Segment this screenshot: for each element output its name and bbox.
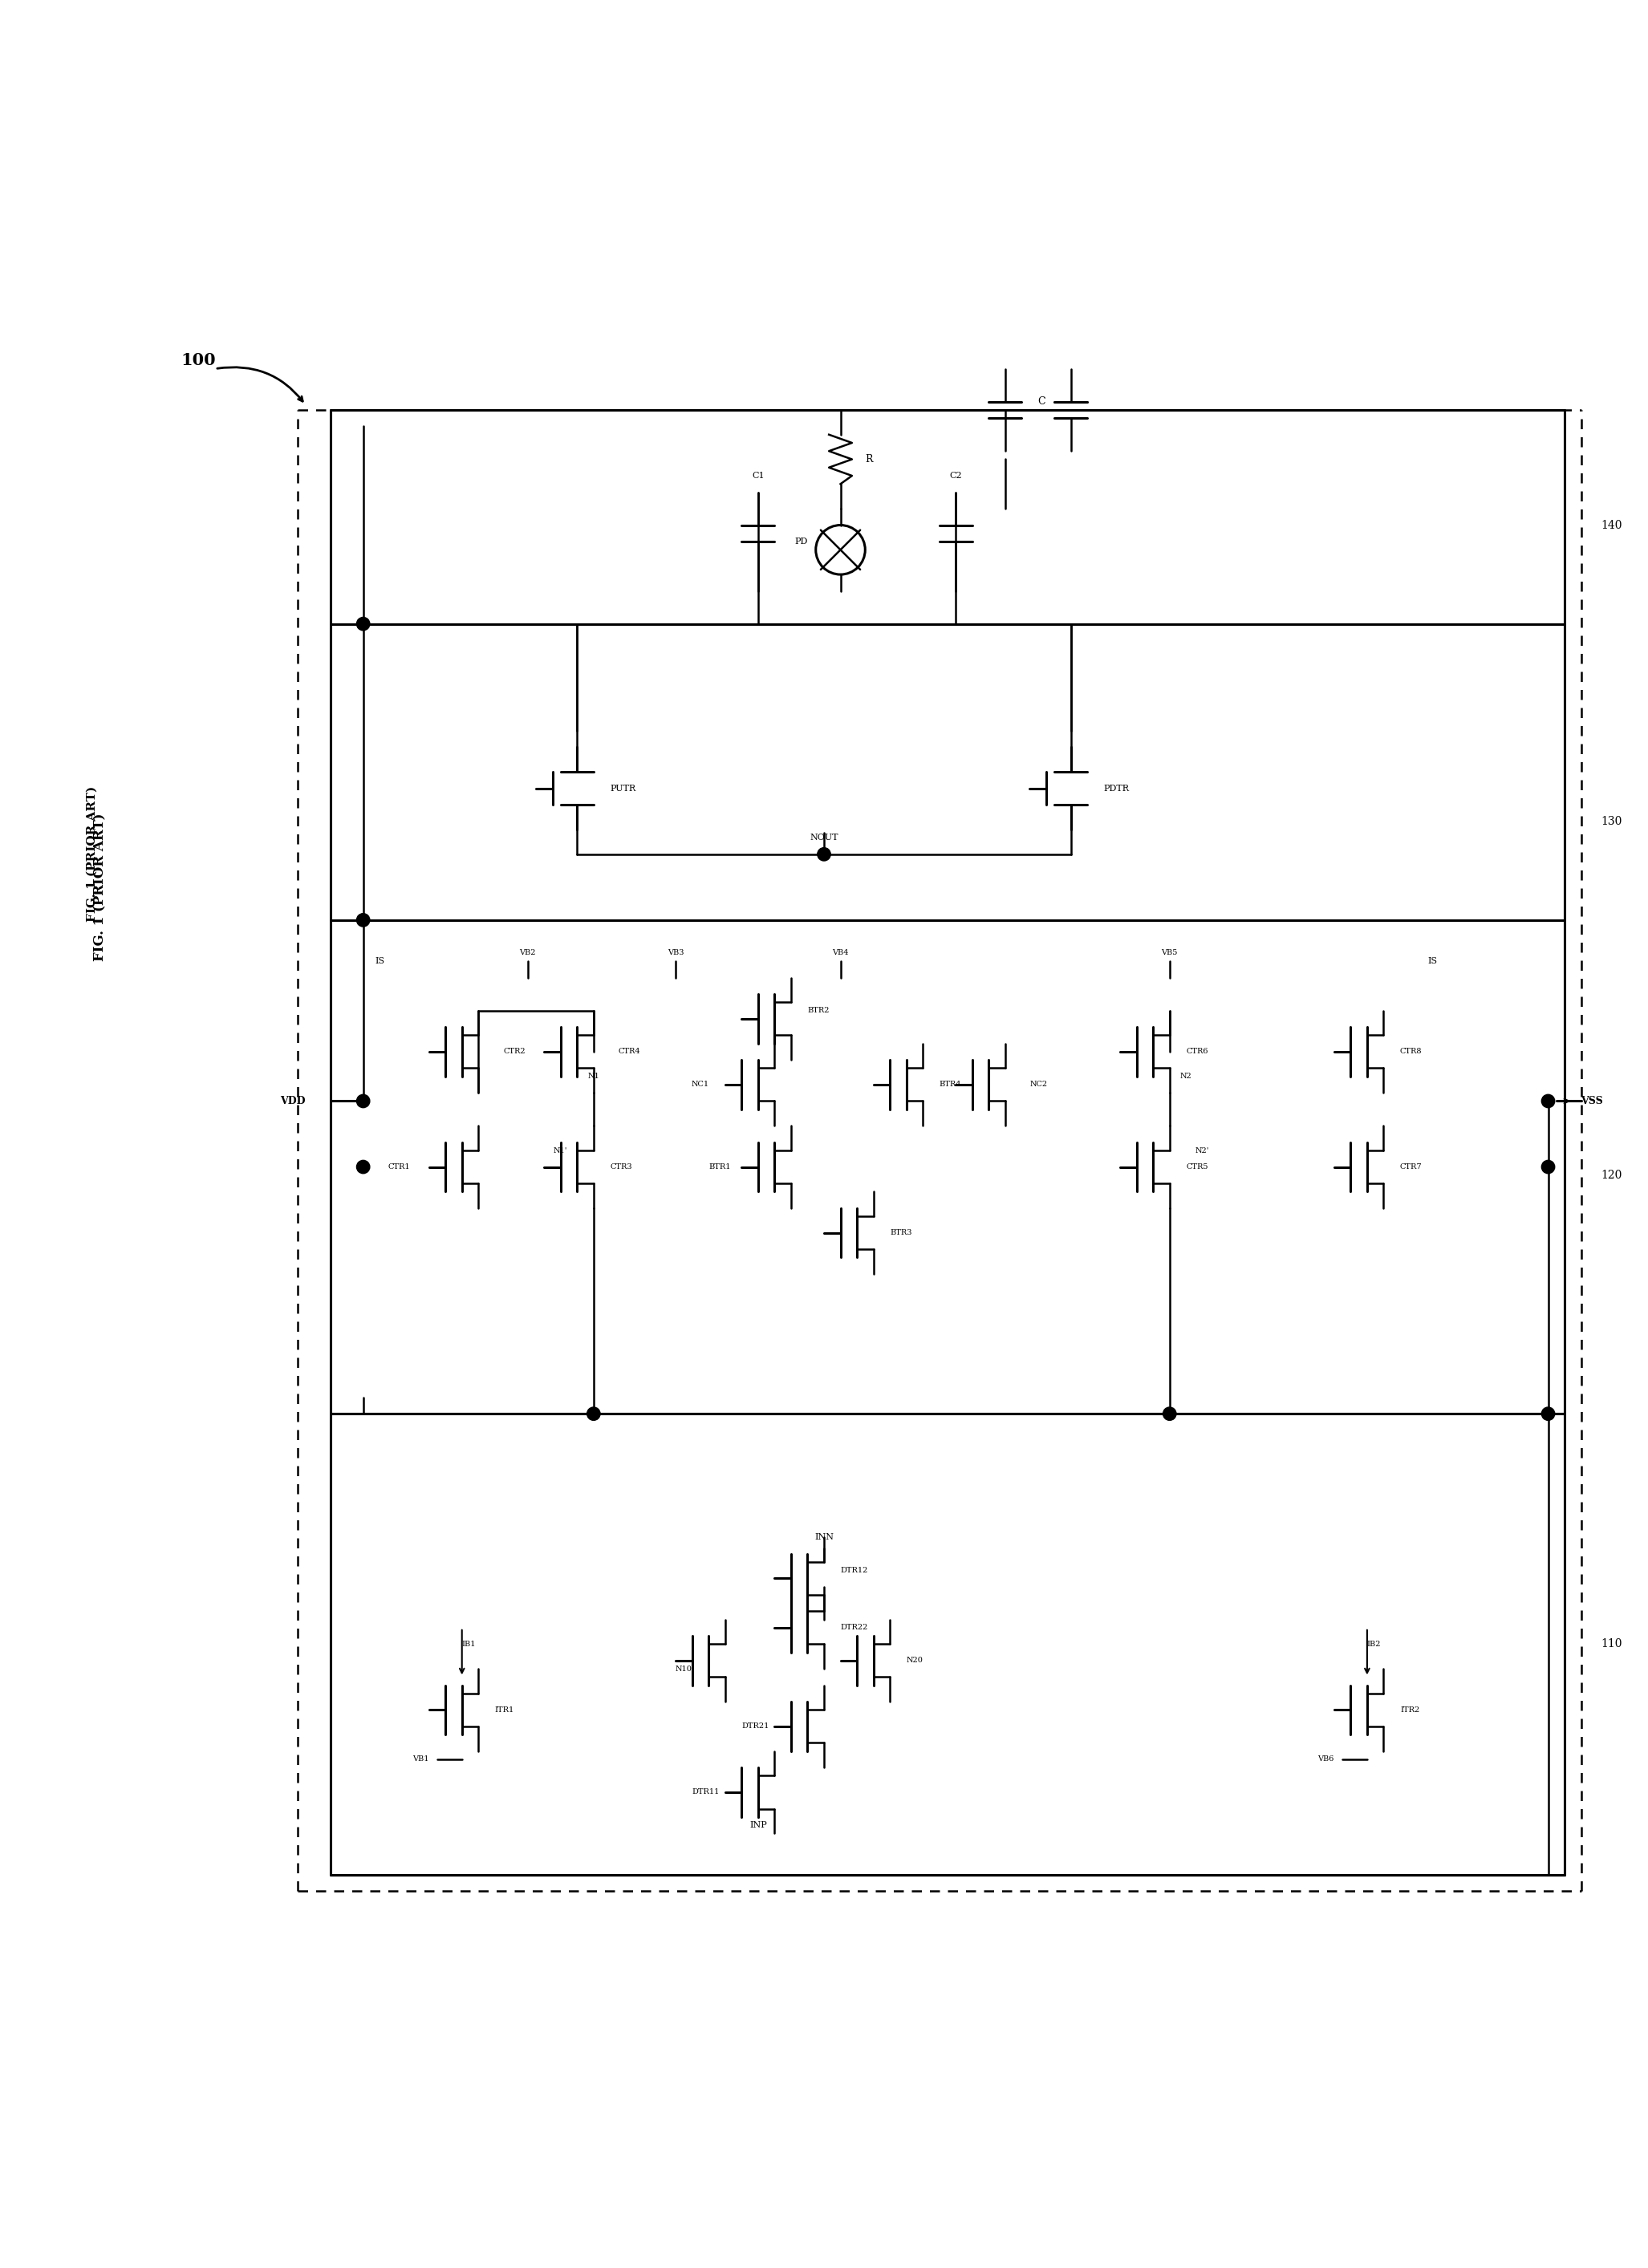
Text: VDD: VDD <box>280 1095 305 1107</box>
Circle shape <box>356 914 369 928</box>
Text: VB4: VB4 <box>832 950 849 957</box>
Text: DTR21: DTR21 <box>742 1724 770 1730</box>
Text: BTR3: BTR3 <box>890 1229 911 1236</box>
Text: BTR2: BTR2 <box>808 1007 829 1014</box>
Text: CTR1: CTR1 <box>387 1163 410 1170</box>
Text: DTR12: DTR12 <box>840 1567 868 1574</box>
Text: CTR5: CTR5 <box>1187 1163 1208 1170</box>
Text: IS: IS <box>1429 957 1437 966</box>
Text: CTR6: CTR6 <box>1187 1048 1208 1055</box>
Text: C: C <box>1038 397 1046 406</box>
Text: ITR2: ITR2 <box>1401 1706 1419 1715</box>
Text: PD: PD <box>794 538 808 547</box>
Text: R: R <box>865 454 873 465</box>
Text: 100: 100 <box>181 352 216 370</box>
Text: VB2: VB2 <box>519 950 536 957</box>
Text: INN: INN <box>814 1533 834 1542</box>
Circle shape <box>356 617 369 631</box>
Text: IS: IS <box>374 957 384 966</box>
Text: 120: 120 <box>1602 1170 1622 1182</box>
Text: VB1: VB1 <box>412 1755 428 1762</box>
Text: 130: 130 <box>1602 816 1622 828</box>
Text: DTR22: DTR22 <box>840 1624 868 1631</box>
Text: N1: N1 <box>588 1073 600 1080</box>
Text: 140: 140 <box>1600 519 1622 531</box>
Text: C1: C1 <box>751 472 765 481</box>
Text: FIG. 1 (PRIOR ART): FIG. 1 (PRIOR ART) <box>92 814 107 962</box>
Text: CTR3: CTR3 <box>610 1163 633 1170</box>
Text: N20: N20 <box>906 1658 923 1665</box>
Text: ITR1: ITR1 <box>494 1706 514 1715</box>
Text: VB5: VB5 <box>1162 950 1178 957</box>
Text: C2: C2 <box>949 472 962 481</box>
Circle shape <box>817 848 831 862</box>
Text: IB2: IB2 <box>1368 1640 1381 1649</box>
Text: N2': N2' <box>1195 1148 1210 1154</box>
Text: NC1: NC1 <box>691 1082 709 1089</box>
Text: CTR2: CTR2 <box>503 1048 526 1055</box>
Circle shape <box>1163 1406 1177 1420</box>
Text: CTR7: CTR7 <box>1401 1163 1422 1170</box>
Circle shape <box>587 1406 600 1420</box>
Circle shape <box>1541 1406 1554 1420</box>
Text: NC2: NC2 <box>1030 1082 1048 1089</box>
Circle shape <box>1541 1095 1554 1107</box>
Text: VB6: VB6 <box>1318 1755 1335 1762</box>
Text: CTR4: CTR4 <box>618 1048 641 1055</box>
Text: VSS: VSS <box>1580 1095 1604 1107</box>
Text: N1': N1' <box>554 1148 567 1154</box>
Text: 110: 110 <box>1600 1637 1622 1649</box>
Text: PUTR: PUTR <box>610 785 636 792</box>
Text: INP: INP <box>750 1821 766 1830</box>
Text: FIG. 1 (PRIOR ART): FIG. 1 (PRIOR ART) <box>86 787 97 923</box>
Text: N10: N10 <box>676 1665 692 1672</box>
Circle shape <box>1541 1161 1554 1173</box>
Text: BTR4: BTR4 <box>939 1082 961 1089</box>
Text: NOUT: NOUT <box>809 835 839 841</box>
Text: N2: N2 <box>1180 1073 1192 1080</box>
Circle shape <box>356 1095 369 1107</box>
Circle shape <box>356 1161 369 1173</box>
Text: PDTR: PDTR <box>1104 785 1129 792</box>
Text: DTR11: DTR11 <box>692 1789 720 1796</box>
Text: BTR1: BTR1 <box>709 1163 730 1170</box>
Text: VB3: VB3 <box>667 950 684 957</box>
Text: CTR8: CTR8 <box>1401 1048 1422 1055</box>
Text: IB1: IB1 <box>461 1640 476 1649</box>
